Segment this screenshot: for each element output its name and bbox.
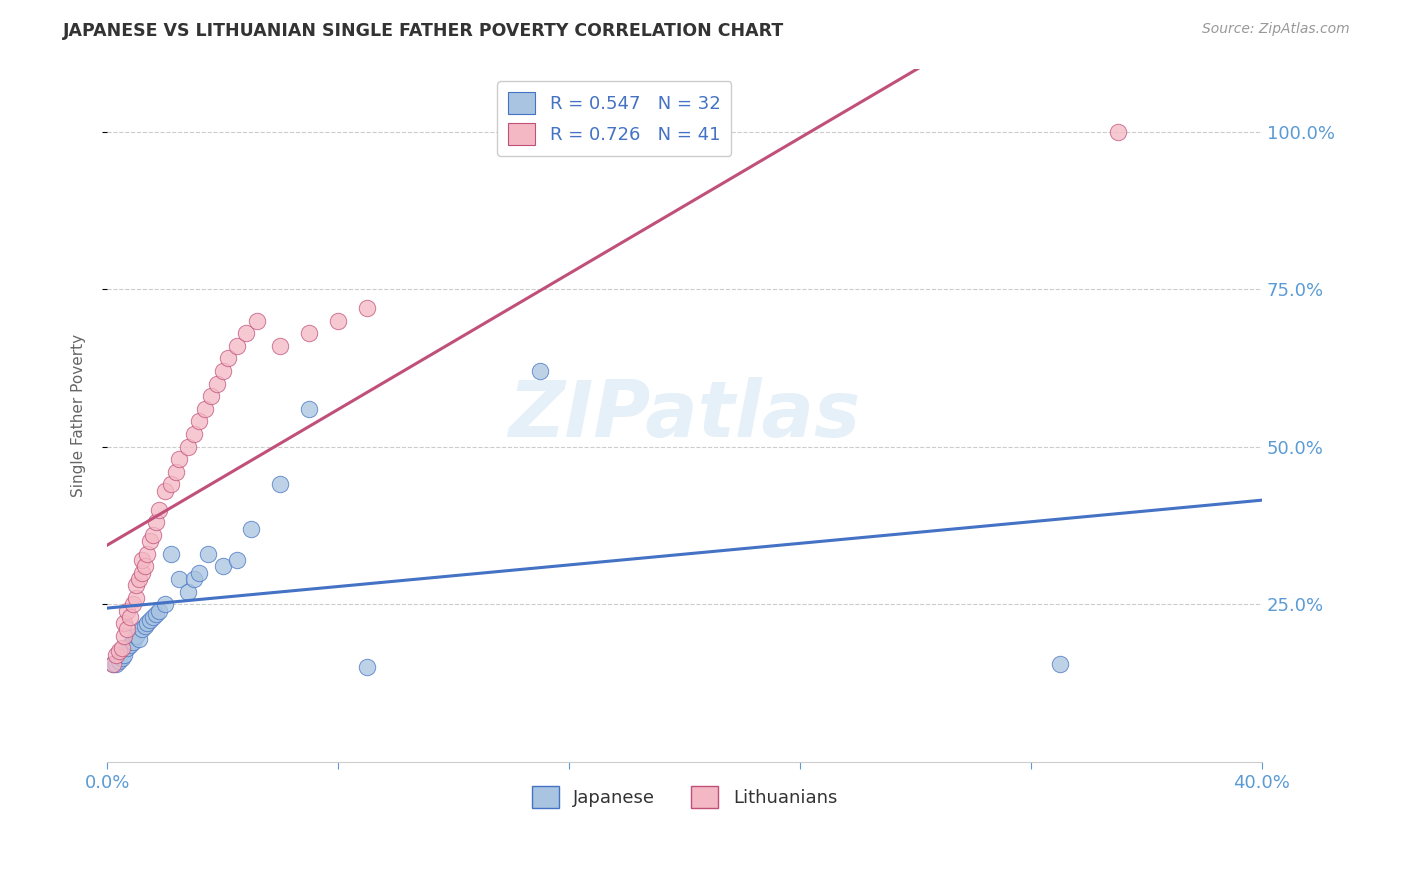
Point: [107, 644, 129, 658]
Point: [226, 553, 249, 567]
Point: [117, 603, 139, 617]
Point: [145, 607, 167, 621]
Point: [529, 364, 551, 378]
Point: [101, 657, 124, 671]
Point: [194, 401, 217, 416]
Point: [205, 376, 228, 391]
Point: [131, 553, 153, 567]
Point: [112, 648, 135, 662]
Point: [104, 648, 127, 662]
Point: [136, 547, 159, 561]
Point: [167, 452, 190, 467]
Point: [148, 502, 170, 516]
Point: [188, 414, 211, 428]
Point: [1049, 657, 1071, 671]
Point: [112, 616, 135, 631]
Point: [104, 657, 127, 671]
Point: [226, 339, 249, 353]
Point: [131, 566, 153, 580]
Point: [326, 313, 349, 327]
Point: [142, 528, 165, 542]
Text: ZIPatlas: ZIPatlas: [509, 377, 860, 453]
Point: [177, 584, 200, 599]
Point: [120, 638, 142, 652]
Point: [142, 610, 165, 624]
Point: [183, 427, 205, 442]
Point: [356, 660, 378, 674]
Point: [122, 597, 145, 611]
Text: JAPANESE VS LITHUANIAN SINGLE FATHER POVERTY CORRELATION CHART: JAPANESE VS LITHUANIAN SINGLE FATHER POV…: [63, 22, 785, 40]
Point: [134, 619, 156, 633]
Point: [159, 547, 181, 561]
Point: [153, 597, 176, 611]
Point: [235, 326, 257, 341]
Point: [246, 313, 269, 327]
Point: [125, 578, 148, 592]
Point: [159, 477, 181, 491]
Point: [128, 632, 150, 646]
Point: [188, 566, 211, 580]
Point: [298, 326, 321, 341]
Point: [122, 635, 145, 649]
Point: [110, 641, 132, 656]
Point: [211, 364, 233, 378]
Point: [165, 465, 187, 479]
Point: [177, 440, 200, 454]
Text: Source: ZipAtlas.com: Source: ZipAtlas.com: [1202, 22, 1350, 37]
Point: [139, 534, 162, 549]
Point: [148, 603, 170, 617]
Point: [200, 389, 222, 403]
Point: [211, 559, 233, 574]
Point: [217, 351, 239, 366]
Point: [128, 572, 150, 586]
Point: [298, 401, 321, 416]
Point: [183, 572, 205, 586]
Point: [112, 629, 135, 643]
Point: [269, 339, 291, 353]
Point: [240, 522, 263, 536]
Point: [167, 572, 190, 586]
Point: [139, 613, 162, 627]
Point: [131, 623, 153, 637]
Point: [117, 641, 139, 656]
Point: [107, 654, 129, 668]
Point: [134, 559, 156, 574]
Point: [125, 629, 148, 643]
Point: [101, 657, 124, 671]
Point: [1107, 124, 1129, 138]
Point: [153, 483, 176, 498]
Point: [136, 616, 159, 631]
Point: [197, 547, 219, 561]
Point: [145, 516, 167, 530]
Point: [269, 477, 291, 491]
Point: [110, 650, 132, 665]
Point: [117, 623, 139, 637]
Point: [125, 591, 148, 605]
Y-axis label: Single Father Poverty: Single Father Poverty: [72, 334, 86, 497]
Legend: Japanese, Lithuanians: Japanese, Lithuanians: [524, 779, 845, 815]
Point: [120, 610, 142, 624]
Point: [356, 301, 378, 315]
